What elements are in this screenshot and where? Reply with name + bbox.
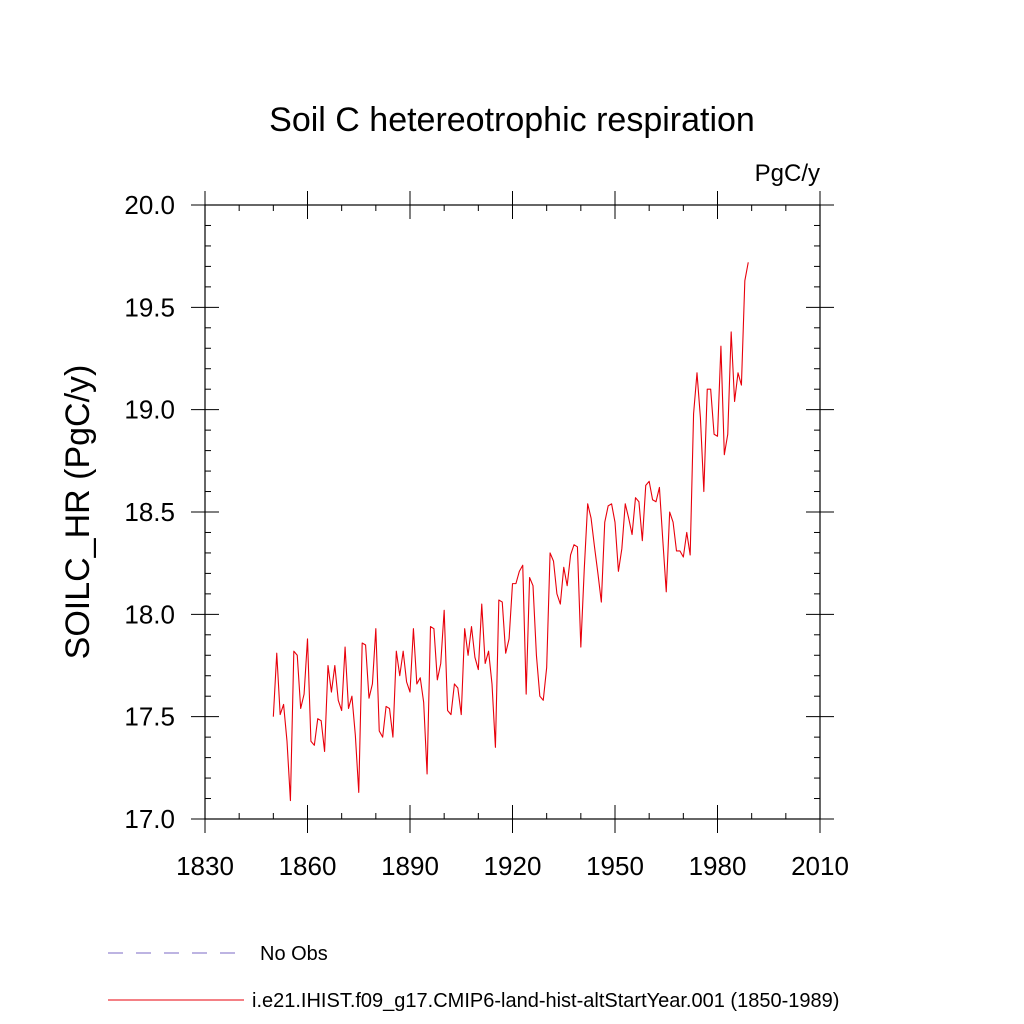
series-line	[272, 262, 749, 802]
chart-title: Soil C hetereotrophic respiration	[269, 101, 755, 139]
legend-label-model: i.e21.IHIST.f09_g17.CMIP6-land-hist-altS…	[252, 990, 839, 1012]
legend-label-no-obs: No Obs	[260, 943, 328, 965]
x-tick-label: 1980	[689, 851, 747, 881]
x-tick-label: 1830	[176, 851, 234, 881]
y-tick-label: 19.0	[124, 395, 175, 425]
units-label: PgC/y	[755, 160, 820, 187]
series-group	[272, 262, 749, 802]
x-tick-label: 1950	[586, 851, 644, 881]
x-tick-label: 1920	[484, 851, 542, 881]
x-tick-label: 1860	[279, 851, 337, 881]
plot-frame	[204, 204, 821, 820]
y-tick-label: 19.5	[124, 292, 175, 322]
axis-ticks	[191, 191, 834, 833]
y-tick-label: 17.5	[124, 702, 175, 732]
y-tick-label: 18.0	[124, 599, 175, 629]
y-axis-label: SOILC_HR (PgC/y)	[59, 365, 97, 660]
y-tick-label: 17.0	[124, 804, 175, 834]
y-tick-label: 18.5	[124, 497, 175, 527]
y-tick-label: 20.0	[124, 190, 175, 220]
x-tick-label: 1890	[381, 851, 439, 881]
tick-labels: 1830 1860 1890 1920 1950 1980 2010 17.0 17.5 18.0…	[124, 190, 849, 881]
legend: No Obs i.e21.IHIST.f09_g17.CMIP6-land-hi…	[108, 943, 839, 1012]
x-tick-label: 2010	[791, 851, 849, 881]
